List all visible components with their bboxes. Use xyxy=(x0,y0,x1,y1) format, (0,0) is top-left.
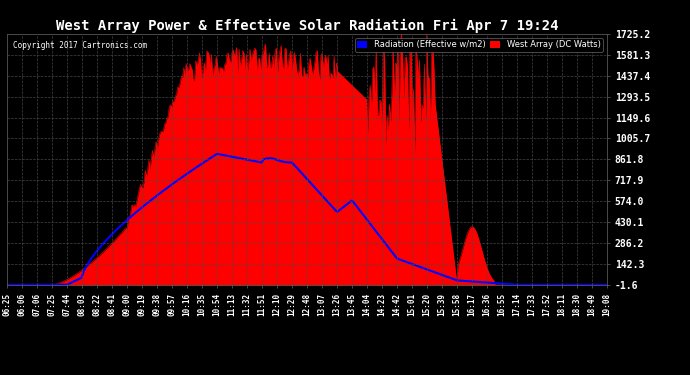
Legend: Radiation (Effective w/m2), West Array (DC Watts): Radiation (Effective w/m2), West Array (… xyxy=(355,38,603,52)
Text: Copyright 2017 Cartronics.com: Copyright 2017 Cartronics.com xyxy=(13,41,147,50)
Title: West Array Power & Effective Solar Radiation Fri Apr 7 19:24: West Array Power & Effective Solar Radia… xyxy=(56,18,558,33)
